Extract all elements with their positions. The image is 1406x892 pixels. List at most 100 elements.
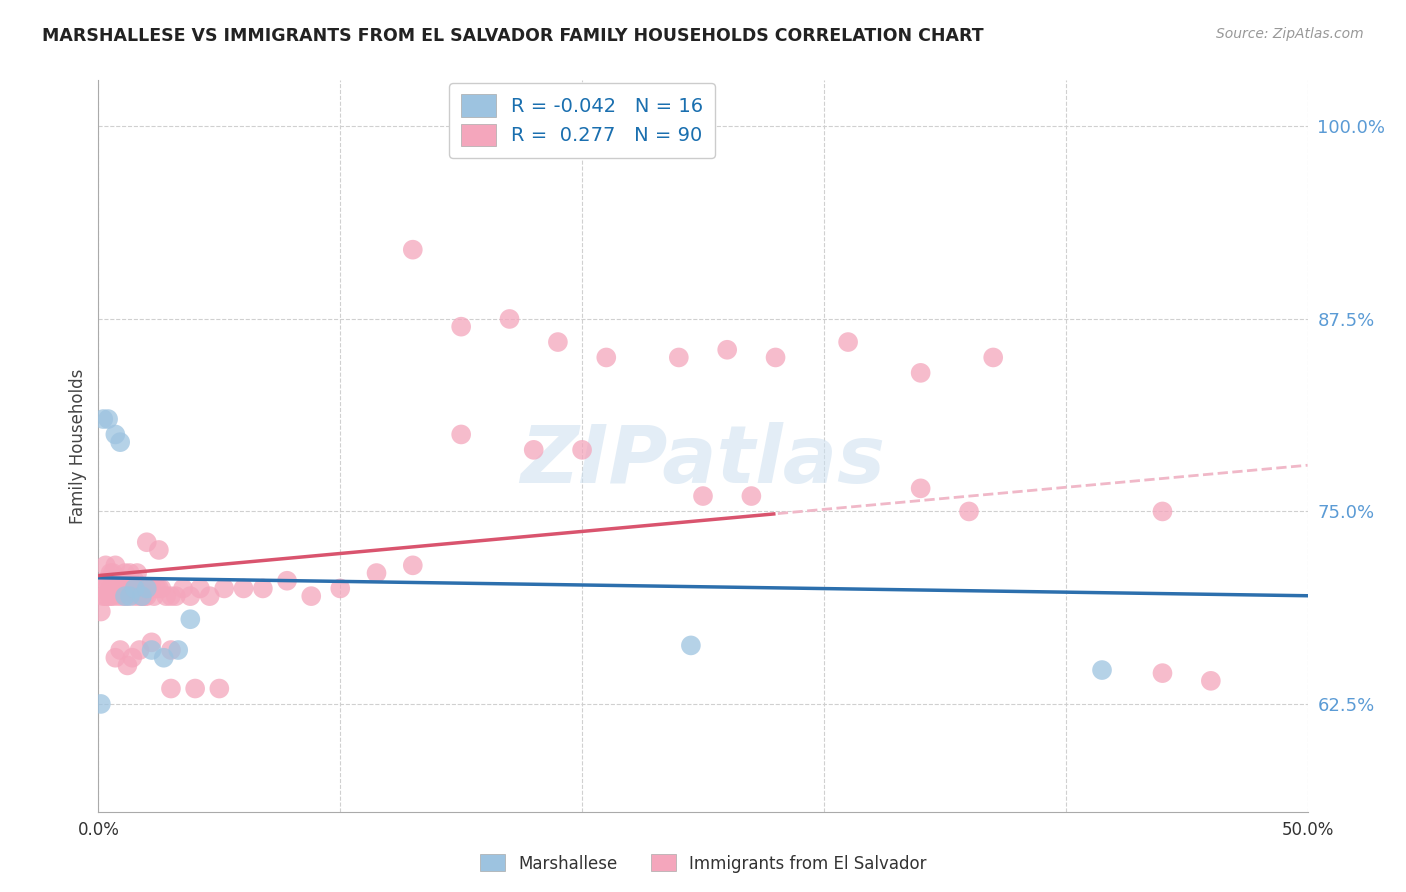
Point: [114, 589, 136, 603]
Point: [1152, 504, 1174, 518]
Point: [366, 566, 388, 580]
Point: [118, 582, 141, 596]
Point: [1199, 673, 1222, 688]
Legend: Marshallese, Immigrants from El Salvador: Marshallese, Immigrants from El Salvador: [472, 847, 934, 880]
Point: [143, 589, 166, 603]
Point: [523, 442, 546, 457]
Point: [127, 582, 149, 596]
Point: [150, 582, 173, 596]
Point: [108, 582, 131, 596]
Point: [167, 643, 190, 657]
Point: [910, 481, 932, 495]
Point: [716, 343, 738, 357]
Point: [97, 574, 120, 588]
Point: [97, 589, 120, 603]
Point: [138, 582, 160, 596]
Point: [121, 650, 143, 665]
Point: [118, 589, 141, 603]
Point: [104, 558, 127, 573]
Point: [145, 582, 167, 596]
Legend: R = -0.042   N = 16, R =  0.277   N = 90: R = -0.042 N = 16, R = 0.277 N = 90: [449, 83, 716, 158]
Point: [232, 582, 254, 596]
Point: [94, 589, 117, 603]
Point: [148, 543, 170, 558]
Point: [127, 566, 149, 580]
Point: [101, 566, 124, 580]
Point: [104, 427, 127, 442]
Point: [128, 589, 150, 603]
Point: [188, 582, 211, 596]
Point: [276, 574, 298, 588]
Point: [104, 650, 127, 665]
Point: [837, 334, 859, 349]
Point: [90, 697, 112, 711]
Point: [692, 489, 714, 503]
Point: [114, 566, 136, 580]
Point: [450, 427, 472, 442]
Point: [124, 574, 146, 588]
Point: [104, 582, 127, 596]
Point: [108, 435, 131, 450]
Point: [910, 366, 932, 380]
Point: [94, 574, 117, 588]
Point: [160, 681, 183, 696]
Point: [179, 612, 201, 626]
Point: [100, 589, 122, 603]
Point: [141, 582, 163, 596]
Point: [135, 589, 157, 603]
Y-axis label: Family Households: Family Households: [69, 368, 87, 524]
Point: [155, 589, 177, 603]
Point: [252, 582, 274, 596]
Point: [329, 582, 352, 596]
Point: [91, 589, 114, 603]
Point: [402, 243, 425, 257]
Point: [299, 589, 322, 603]
Point: [595, 351, 617, 365]
Point: [172, 582, 194, 596]
Point: [668, 351, 690, 365]
Point: [1091, 663, 1114, 677]
Point: [740, 489, 762, 503]
Point: [148, 582, 170, 596]
Point: [108, 643, 131, 657]
Point: [101, 589, 124, 603]
Point: [124, 589, 146, 603]
Point: [124, 582, 146, 596]
Point: [90, 605, 112, 619]
Point: [107, 574, 129, 588]
Point: [131, 582, 153, 596]
Point: [107, 589, 129, 603]
Point: [957, 504, 980, 518]
Point: [128, 643, 150, 657]
Point: [765, 351, 787, 365]
Point: [981, 351, 1004, 365]
Point: [402, 558, 425, 573]
Point: [91, 582, 114, 596]
Point: [160, 643, 183, 657]
Point: [184, 681, 207, 696]
Text: MARSHALLESE VS IMMIGRANTS FROM EL SALVADOR FAMILY HOUSEHOLDS CORRELATION CHART: MARSHALLESE VS IMMIGRANTS FROM EL SALVAD…: [42, 27, 984, 45]
Point: [114, 582, 136, 596]
Point: [208, 681, 231, 696]
Point: [91, 412, 114, 426]
Point: [100, 566, 122, 580]
Point: [111, 574, 134, 588]
Point: [100, 582, 122, 596]
Point: [117, 574, 139, 588]
Text: ZIPatlas: ZIPatlas: [520, 422, 886, 500]
Point: [111, 589, 134, 603]
Point: [134, 589, 156, 603]
Point: [141, 643, 163, 657]
Point: [135, 535, 157, 549]
Point: [141, 635, 163, 649]
Point: [117, 589, 139, 603]
Point: [679, 639, 702, 653]
Point: [547, 334, 569, 349]
Point: [160, 589, 183, 603]
Point: [212, 582, 235, 596]
Point: [121, 582, 143, 596]
Point: [571, 442, 593, 457]
Point: [165, 589, 187, 603]
Point: [135, 582, 157, 596]
Point: [131, 589, 153, 603]
